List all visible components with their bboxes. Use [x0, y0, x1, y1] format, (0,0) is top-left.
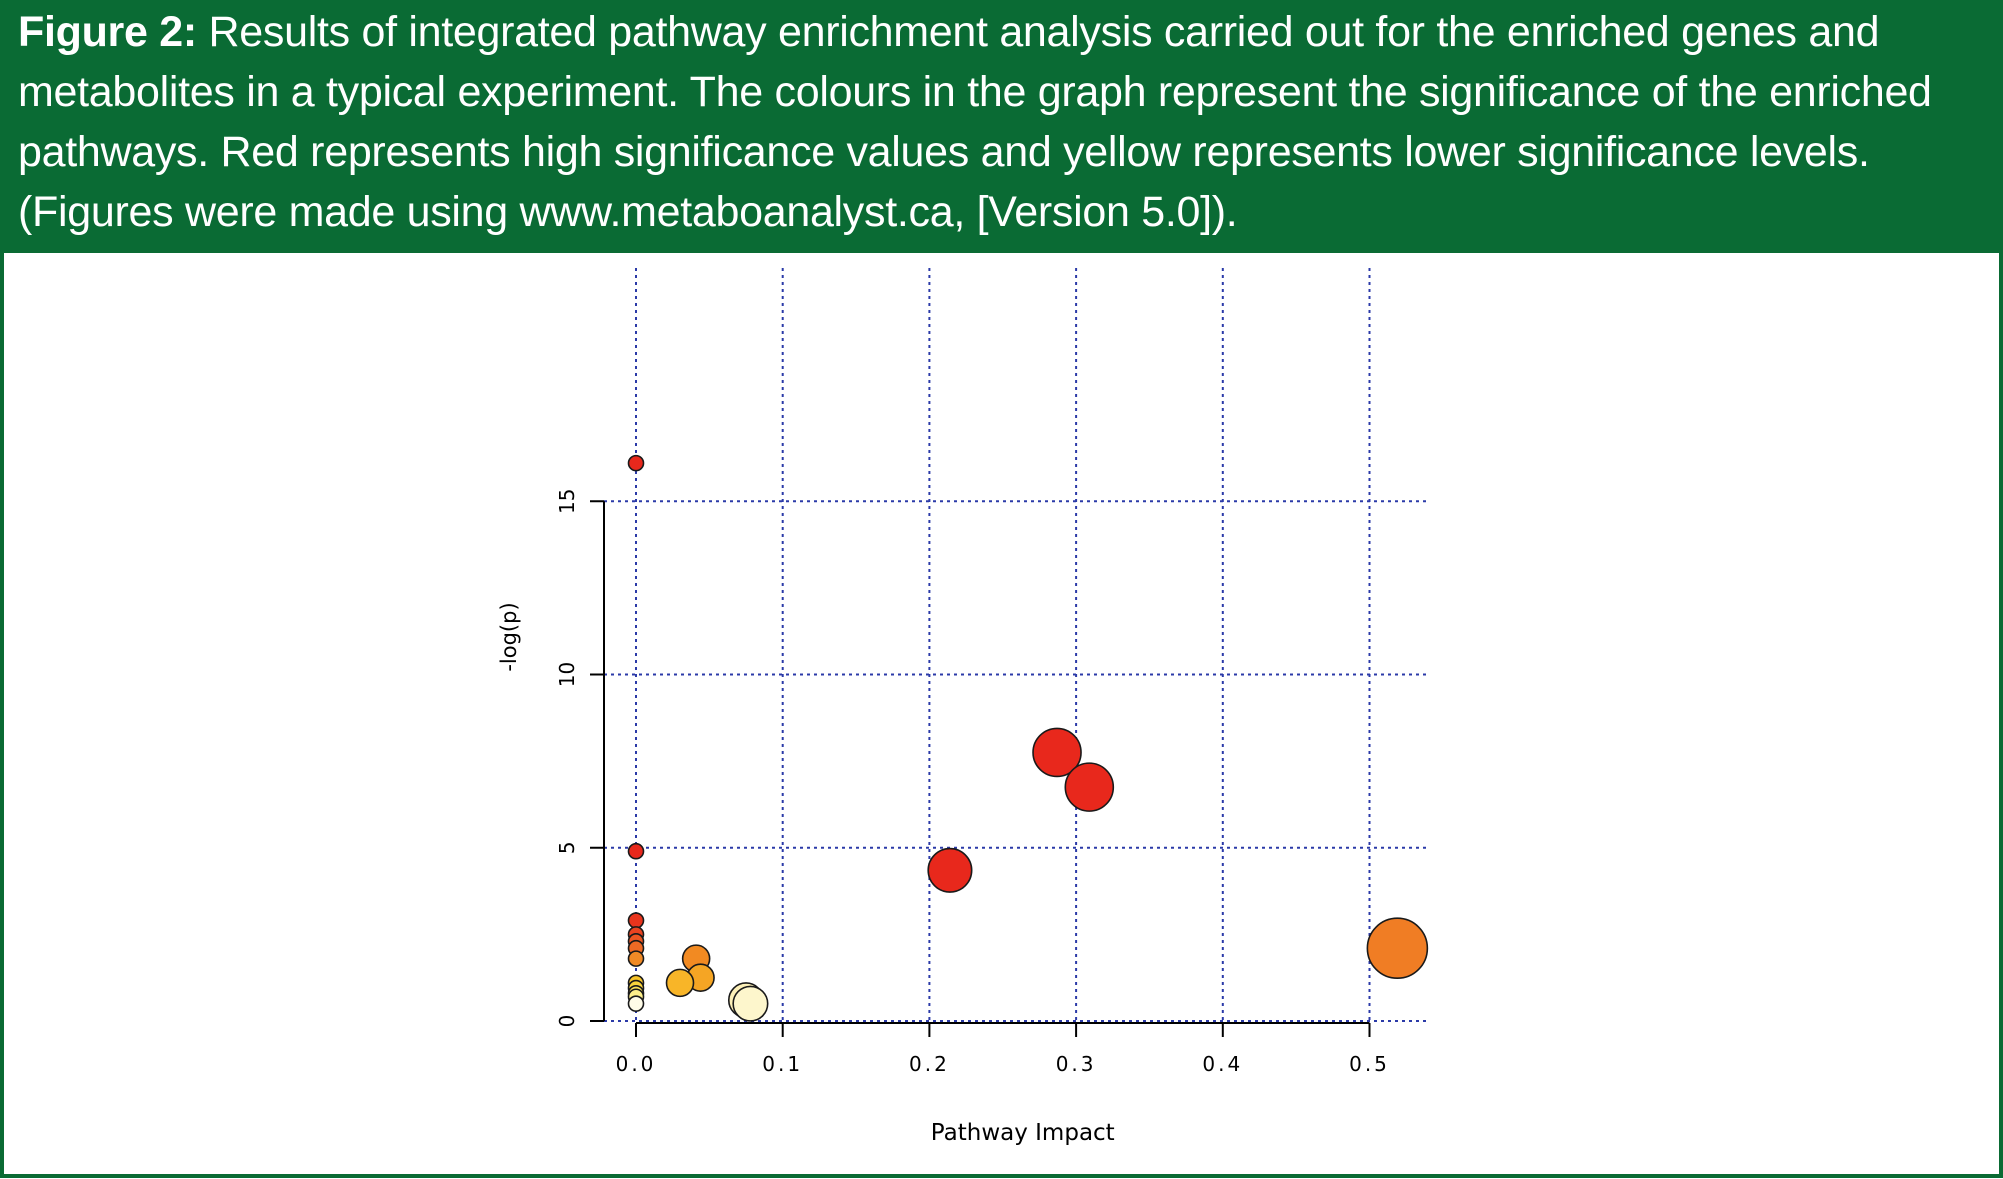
y-tick-label: 15: [555, 489, 579, 514]
x-tick-label: 0.0: [616, 1052, 657, 1076]
axes: 0 5 10 15 0.0 0.1 0.2 0.3 0.4 0.5: [555, 489, 1390, 1076]
data-point: [1064, 762, 1115, 812]
data-point: [627, 842, 645, 860]
x-axis-label: Pathway Impact: [931, 1120, 1115, 1146]
y-tick-label: 5: [555, 841, 579, 854]
x-tick-label: 0.1: [762, 1052, 803, 1076]
data-point: [1032, 727, 1082, 778]
data-point: [1366, 917, 1429, 980]
grid-lines: [604, 268, 1429, 1023]
x-tick-label: 0.2: [909, 1052, 950, 1076]
data-point: [627, 454, 645, 472]
data-points: [627, 454, 1429, 1022]
data-point: [627, 950, 645, 967]
data-point: [927, 847, 973, 893]
caption-label: Figure 2:: [18, 8, 197, 56]
caption-text: Results of integrated pathway enrichment…: [18, 8, 1932, 236]
x-tick-label: 0.4: [1202, 1052, 1243, 1076]
y-tick-label: 0: [555, 1015, 579, 1028]
data-point: [665, 968, 695, 998]
chart-area: 0 5 10 15 0.0 0.1 0.2 0.3 0.4 0.5 Pathway Impact …: [4, 253, 1999, 1174]
y-axis-label: -log(p): [497, 602, 521, 671]
y-tick-label: 10: [555, 662, 579, 687]
x-tick-label: 0.3: [1056, 1052, 1097, 1076]
x-tick-label: 0.5: [1349, 1052, 1390, 1076]
data-point: [627, 912, 645, 929]
figure-caption: Figure 2: Results of integrated pathway …: [0, 0, 2003, 253]
data-point: [627, 995, 645, 1012]
data-point: [732, 985, 769, 1022]
